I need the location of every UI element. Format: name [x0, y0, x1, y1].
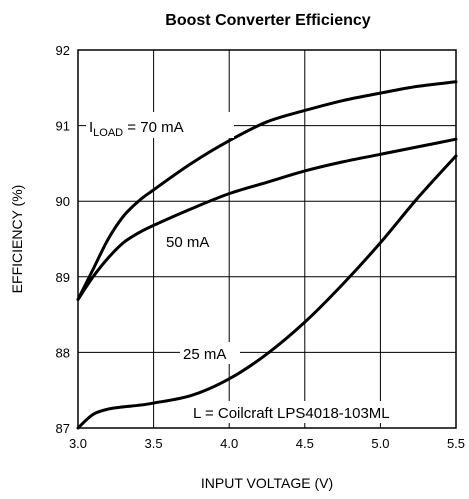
series-curves — [76, 80, 458, 430]
y-tick-labels: 87 88 89 90 91 92 — [56, 43, 70, 436]
y-tick-label: 89 — [56, 270, 70, 285]
series-50ma-curve — [76, 137, 458, 301]
x-tick-label: 3.0 — [69, 436, 87, 451]
y-axis-label: EFFICIENCY (%) — [9, 185, 25, 294]
x-axis-label: INPUT VOLTAGE (V) — [201, 475, 333, 491]
inductor-annotation: L = Coilcraft LPS4018-103ML — [190, 401, 450, 423]
series-label-70ma-suffix: = 70 mA — [123, 119, 183, 136]
grid-lines — [77, 49, 457, 429]
svg-text:ILOAD = 70 mA: ILOAD = 70 mA — [89, 119, 184, 139]
series-label-70ma-prefix: I — [89, 119, 93, 136]
series-label-25ma: 25 mA — [180, 342, 240, 364]
y-tick-label: 92 — [56, 43, 70, 58]
series-label-50ma: 50 mA — [163, 230, 223, 252]
y-tick-label: 90 — [56, 194, 70, 209]
x-tick-label: 5.0 — [371, 436, 389, 451]
inductor-annotation-text: L = Coilcraft LPS4018-103ML — [193, 405, 390, 422]
x-tick-label: 4.5 — [296, 436, 314, 451]
chart-title: Boost Converter Efficiency — [165, 12, 370, 29]
x-tick-labels: 3.0 3.5 4.0 4.5 5.0 5.5 — [69, 436, 465, 451]
y-tick-label: 91 — [56, 119, 70, 134]
x-tick-label: 5.5 — [447, 436, 465, 451]
series-label-70ma-sub: LOAD — [93, 127, 123, 139]
series-25ma-curve — [76, 154, 458, 430]
series-label-25ma-text: 25 mA — [183, 346, 226, 363]
x-tick-label: 4.0 — [220, 436, 238, 451]
series-label-70ma: ILOAD = 70 mA — [86, 112, 234, 139]
y-tick-label: 88 — [56, 345, 70, 360]
series-70ma-curve — [76, 80, 458, 301]
x-tick-label: 3.5 — [145, 436, 163, 451]
plot-frame — [77, 49, 457, 429]
y-tick-label: 87 — [56, 421, 70, 436]
series-label-50ma-text: 50 mA — [166, 234, 209, 251]
